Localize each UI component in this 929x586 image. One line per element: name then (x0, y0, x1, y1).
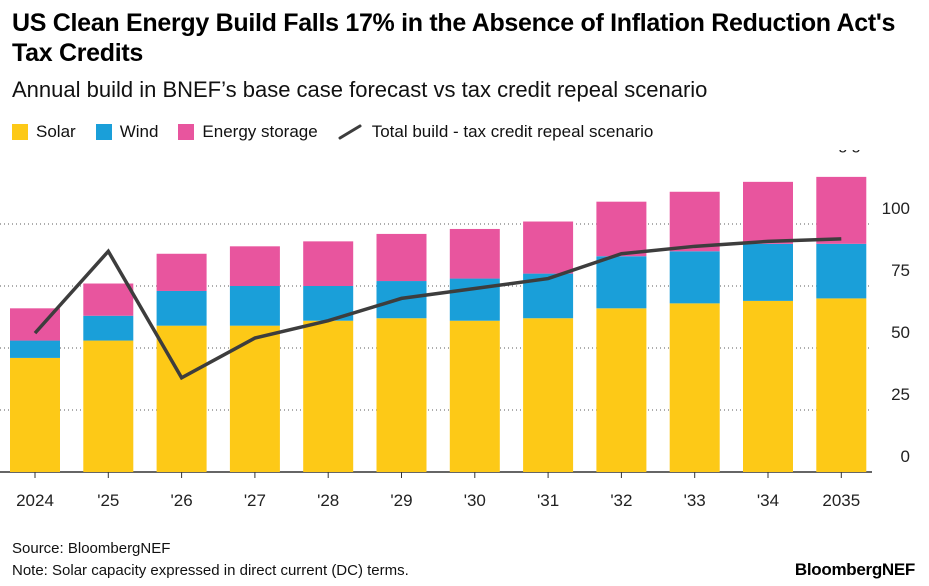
y-tick-label: 75 (891, 261, 910, 280)
y-tick-label: 100 (882, 199, 910, 218)
bar-segment-solar (83, 340, 134, 472)
legend-item-total: Total build - tax credit repeal scenario (338, 122, 654, 142)
bar-segment-solar (523, 318, 574, 472)
legend-label-total: Total build - tax credit repeal scenario (371, 122, 654, 141)
bar-segment-wind (10, 340, 60, 358)
bar-segment-wind (596, 256, 647, 309)
legend-label-storage: Energy storage (202, 122, 318, 141)
bar-segment-storage (83, 283, 134, 316)
legend: Solar Wind Energy storage Total build - … (12, 120, 673, 144)
source-note: Source: BloombergNEF (12, 540, 171, 557)
bar-segment-solar (10, 357, 60, 472)
bar-segment-storage (743, 181, 793, 244)
x-tick-label: 2035 (822, 491, 860, 510)
y-tick-label: 50 (891, 323, 910, 342)
bar-segment-storage (376, 233, 427, 282)
bar-segment-storage (449, 228, 500, 279)
bar-segment-wind (743, 243, 793, 301)
x-tick-label: '31 (537, 491, 559, 510)
legend-label-wind: Wind (119, 122, 159, 141)
bar-segment-storage (229, 246, 280, 286)
x-tick-label: '34 (757, 491, 779, 510)
x-tick-label: '27 (244, 491, 266, 510)
legend-swatch-wind (95, 124, 112, 140)
bar-segment-solar (596, 308, 647, 472)
bar-segment-solar (376, 318, 427, 472)
chart-title: US Clean Energy Build Falls 17% in the A… (12, 9, 896, 67)
legend-item-solar: Solar (12, 122, 76, 142)
bar-segment-wind (156, 290, 207, 326)
x-tick-label: '30 (464, 491, 486, 510)
bar-segment-wind (669, 251, 720, 304)
bar-segment-solar (816, 298, 867, 472)
bar-segment-storage (816, 176, 867, 244)
bar-segment-storage (596, 201, 647, 257)
legend-swatch-total-line (338, 124, 362, 140)
legend-item-storage: Energy storage (178, 122, 318, 142)
x-tick-label: '28 (317, 491, 339, 510)
y-tick-label: 25 (891, 385, 910, 404)
bar-segment-storage (303, 241, 354, 286)
legend-swatch-solar (12, 124, 28, 140)
x-tick-label: 2024 (16, 491, 54, 510)
legend-item-wind: Wind (95, 122, 159, 142)
bar-segment-storage (669, 191, 720, 252)
y-tick-label: 0 (901, 447, 910, 466)
bar-segment-wind (229, 286, 280, 326)
x-tick-label: '32 (610, 491, 632, 510)
stacked-bar-chart: 0 25 50 75 100 125 gigawatts 2024 '25 '26 '27 '28 '… (0, 150, 910, 510)
legend-label-solar: Solar (36, 122, 76, 141)
chart-subtitle: Annual build in BNEF’s base case forecas… (12, 77, 708, 102)
total-build-repeal-line (33, 237, 842, 381)
brand-logo: BloombergNEF (794, 560, 915, 579)
legend-swatch-storage (178, 124, 195, 140)
bar-segment-solar (669, 303, 720, 472)
bar-segment-solar (449, 320, 500, 472)
footnote: Note: Solar capacity expressed in direct… (12, 562, 409, 579)
bar-segment-solar (743, 300, 793, 472)
bar-segment-wind (816, 243, 867, 299)
x-tick-label: '33 (684, 491, 706, 510)
bar-segment-storage (523, 221, 574, 274)
x-tick-label: '26 (171, 491, 193, 510)
x-tick-label: '29 (390, 491, 412, 510)
bar-segment-storage (156, 253, 207, 291)
bar-segment-solar (303, 320, 354, 472)
y-axis-unit-label: 125 gigawatts (805, 150, 910, 153)
bar-segment-wind (83, 315, 134, 341)
bar-segment-solar (229, 325, 280, 472)
x-tick-label: '25 (97, 491, 119, 510)
